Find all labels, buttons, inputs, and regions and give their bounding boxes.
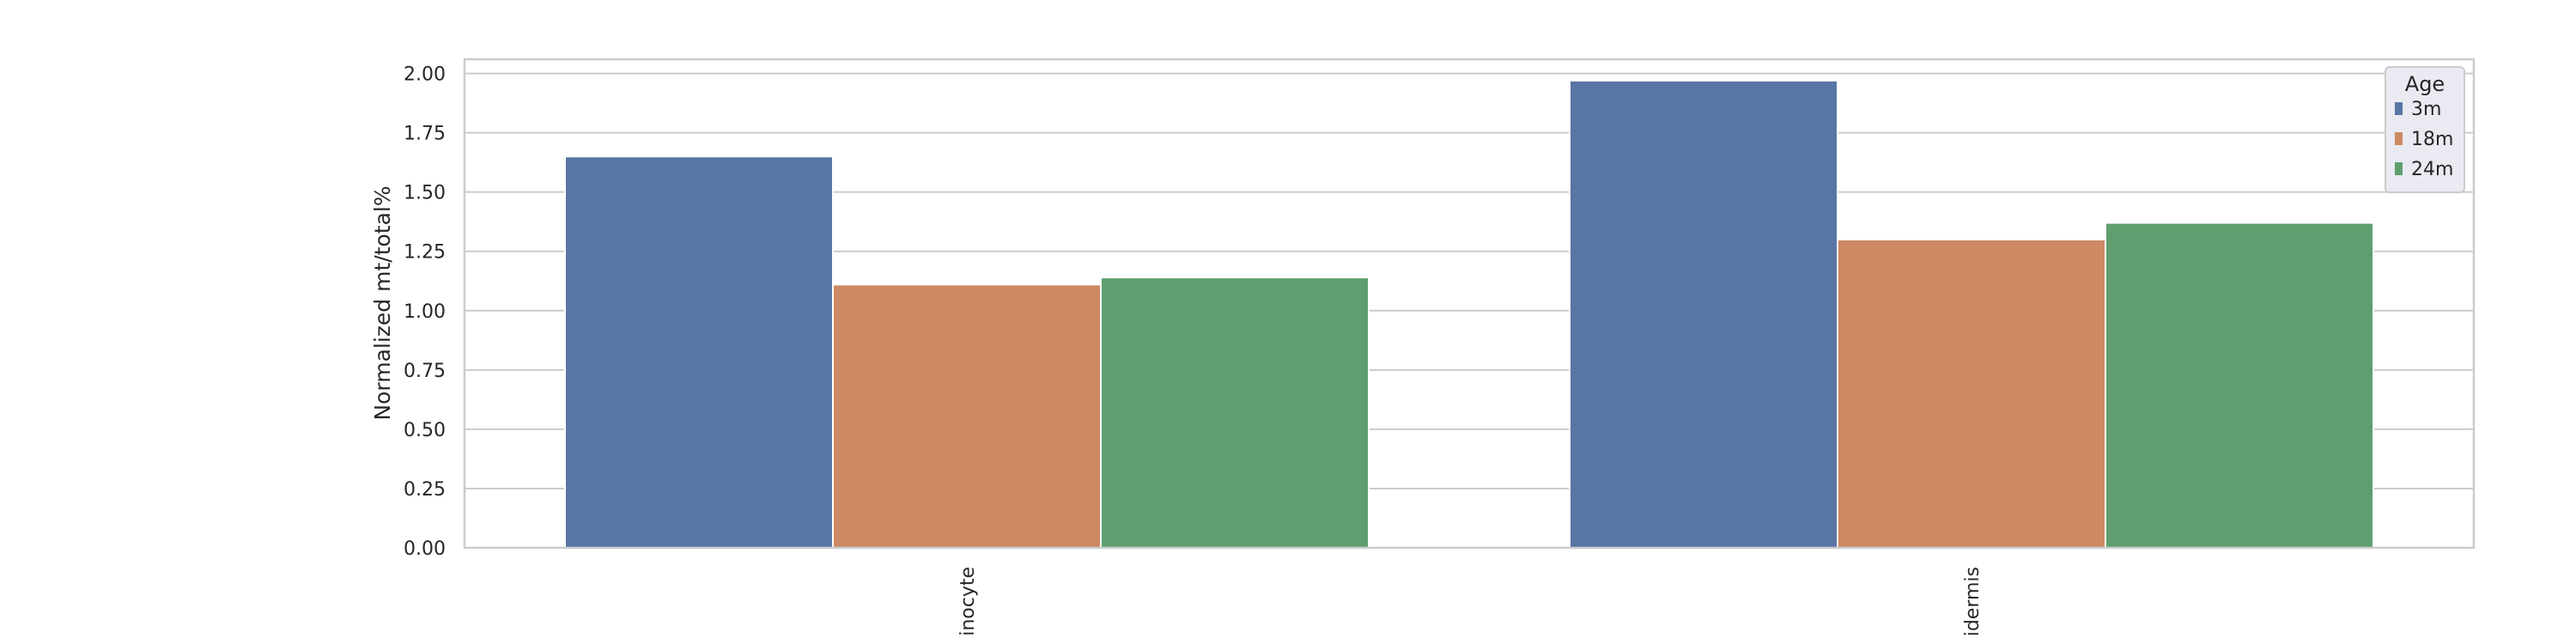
- y-tick-label: 0.25: [404, 479, 446, 501]
- bar-3m-1: [1569, 79, 1838, 549]
- y-tick-label: 1.50: [404, 183, 446, 204]
- legend-swatch-3m: [2395, 102, 2403, 115]
- y-tick-label: 0.00: [404, 538, 446, 560]
- legend-label: 24m: [2411, 159, 2453, 180]
- y-axis-label: Normalized mt/total%: [370, 185, 395, 420]
- legend-box: [2385, 66, 2465, 193]
- bar-18m-1: [1837, 238, 2106, 549]
- y-tick-label: 1.00: [404, 301, 446, 323]
- legend-title: Age: [2405, 72, 2445, 96]
- bar-24m-1: [2105, 222, 2374, 549]
- x-tick-labels: inocyte idermis: [957, 567, 1984, 636]
- bar-18m-0: [832, 283, 1102, 549]
- legend-swatch-18m: [2395, 132, 2403, 145]
- x-tick-label: idermis: [1962, 567, 1984, 636]
- bars: [564, 79, 2374, 550]
- legend: Age 3m 18m 24m: [2385, 66, 2465, 193]
- y-tick-label: 0.75: [404, 361, 446, 382]
- bar-24m-0: [1100, 276, 1370, 549]
- legend-label: 18m: [2411, 129, 2453, 150]
- x-tick-label: inocyte: [957, 567, 979, 636]
- y-tick-labels: 0.00 0.25 0.50 0.75 1.00 1.25 1.50 1.75 2.00: [404, 64, 446, 560]
- legend-swatch-24m: [2395, 162, 2403, 175]
- y-tick-label: 1.75: [404, 124, 446, 145]
- y-tick-label: 0.50: [404, 420, 446, 441]
- y-tick-label: 2.00: [404, 64, 446, 86]
- bar-3m-0: [564, 155, 834, 550]
- plot-frame: [463, 58, 2476, 550]
- y-tick-label: 1.25: [404, 242, 446, 264]
- legend-label: 3m: [2411, 99, 2441, 120]
